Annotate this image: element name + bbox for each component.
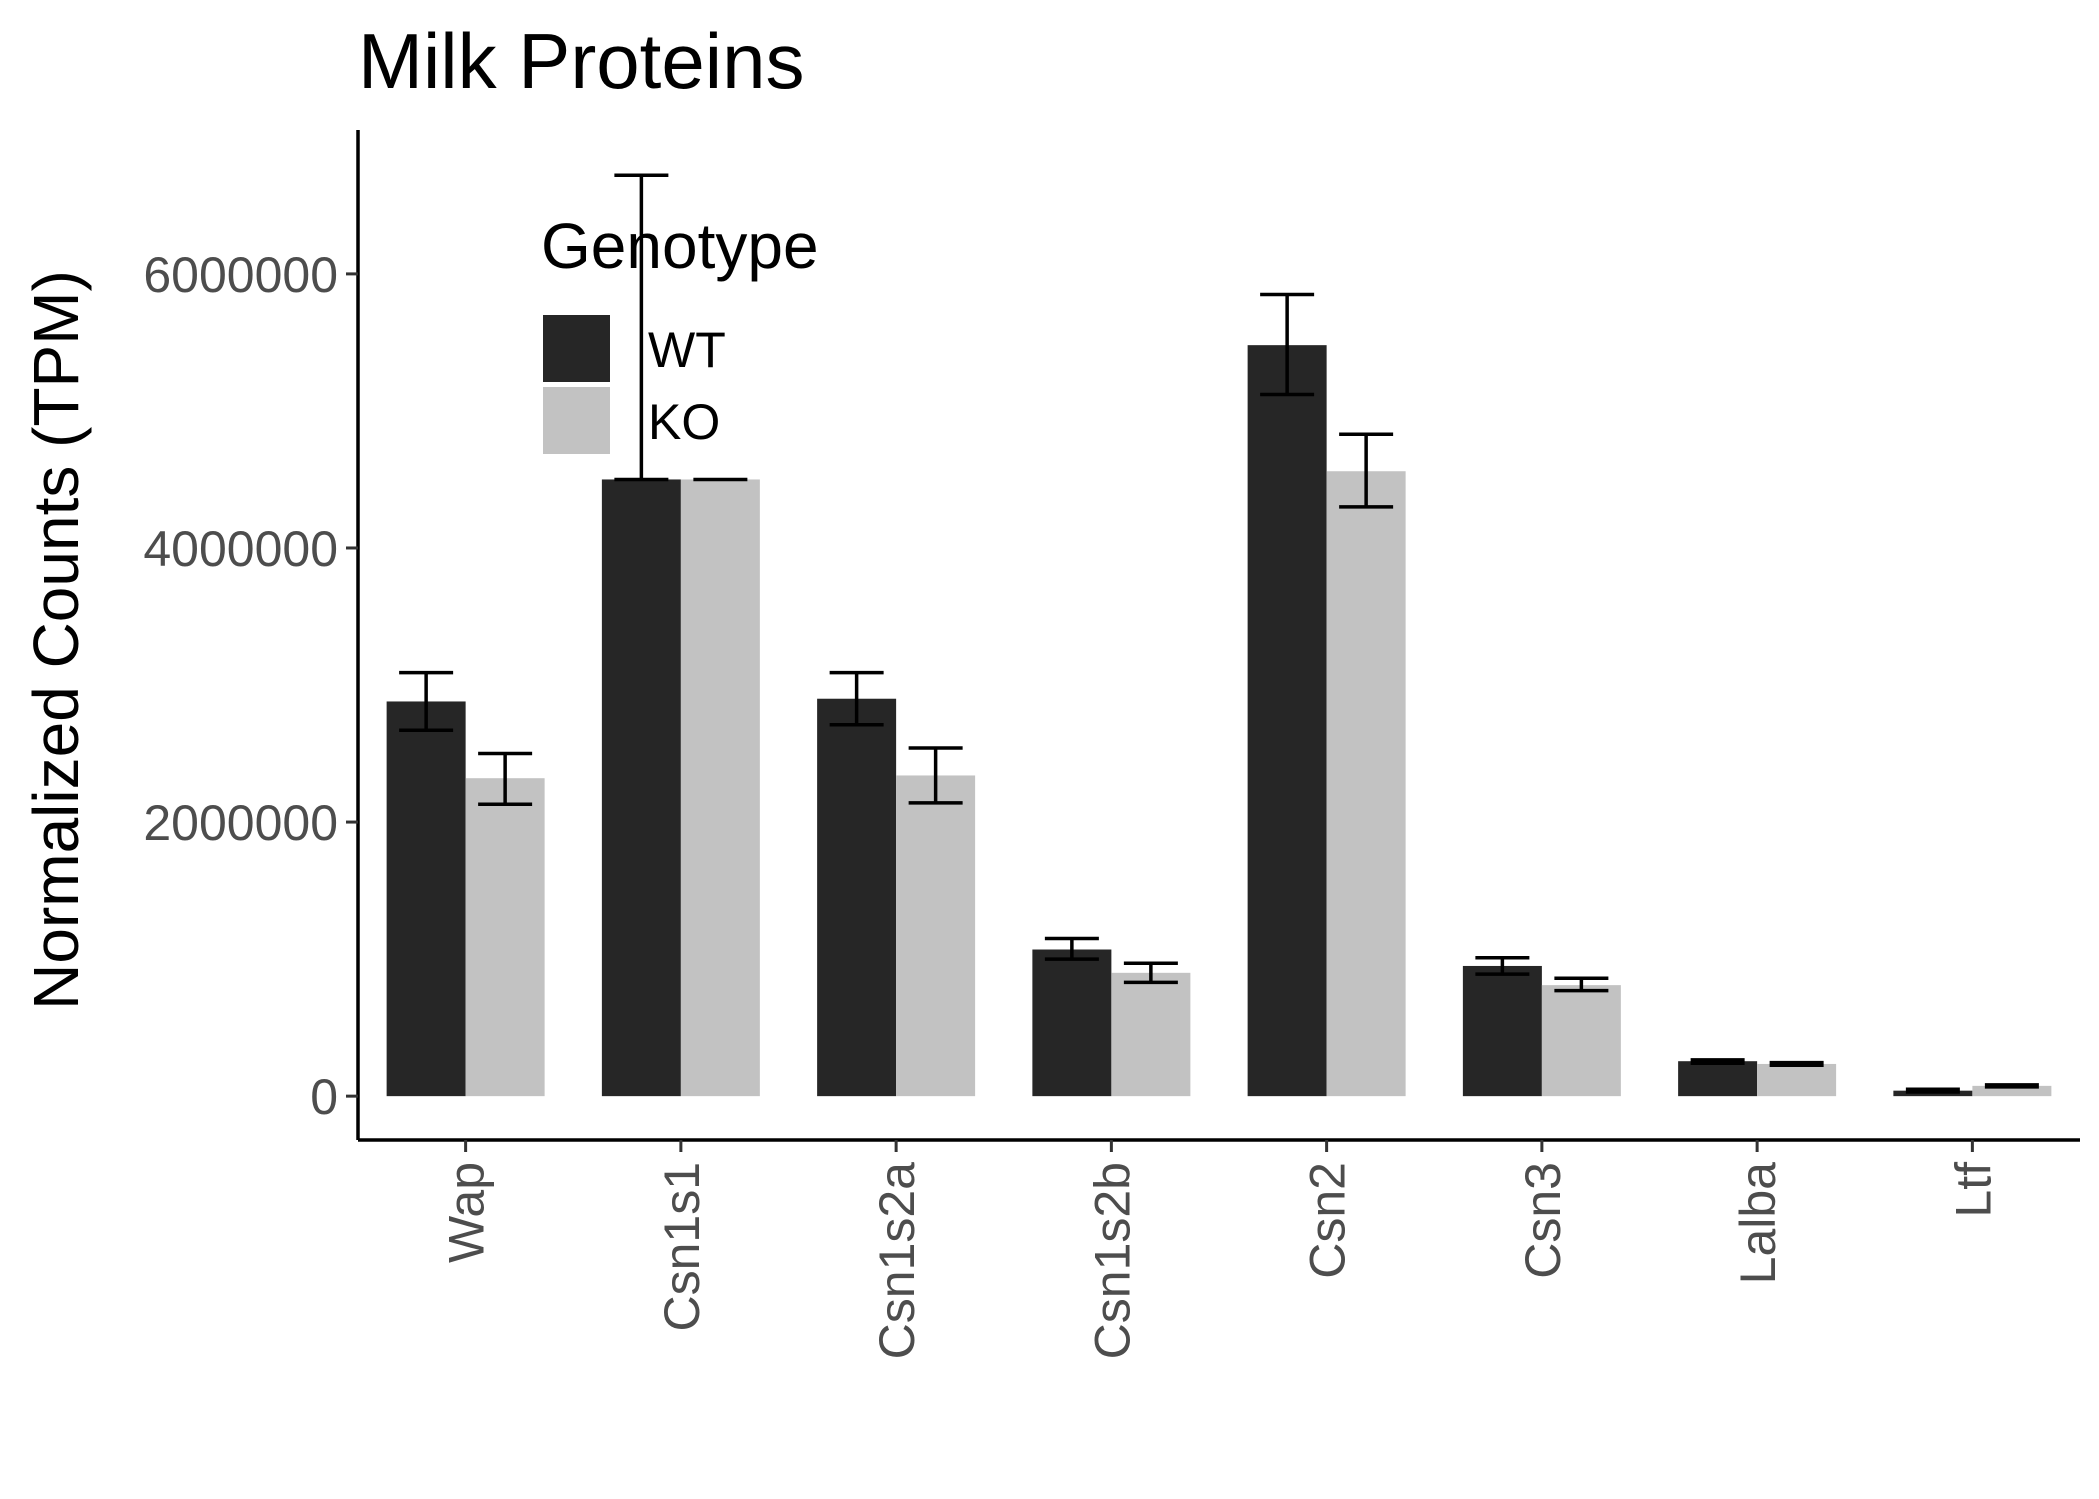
bar-ko-wap (465, 778, 545, 1097)
error-bar-wt-wap (399, 670, 454, 732)
bar-wt-csn1s2b (1032, 949, 1112, 1097)
error-bar-ko-ltf (1984, 1083, 2039, 1089)
error-bar-wt-csn1s1 (614, 173, 669, 482)
legend: Genotype WT KO (541, 210, 819, 454)
error-bar-wt-ltf (1905, 1087, 1960, 1094)
x-tick-label-csn2: Csn2 (1300, 1162, 1356, 1279)
error-bar-wt-csn2 (1260, 292, 1315, 397)
error-bar-ko-csn1s2a (908, 746, 963, 805)
chart-title: Milk Proteins (358, 17, 804, 105)
x-tick-label-csn1s1: Csn1s1 (654, 1162, 710, 1332)
bar-ko-csn1s2a (896, 775, 976, 1097)
error-bar-wt-lalba (1690, 1058, 1745, 1066)
x-tick-label-ltf: Ltf (1945, 1162, 2001, 1218)
y-tick-label: 4000000 (143, 521, 338, 577)
x-tick-label-wap: Wap (439, 1162, 495, 1263)
bar-ko-csn1s2b (1111, 972, 1191, 1097)
bar-ko-ltf (1972, 1085, 2052, 1097)
error-bar-wt-csn1s2a (829, 670, 884, 727)
legend-title: Genotype (541, 210, 819, 282)
x-tick-label-csn3: Csn3 (1515, 1162, 1571, 1279)
bar-ko-csn2 (1326, 471, 1406, 1097)
error-bar-wt-csn3 (1475, 955, 1530, 976)
bar-wt-csn1s1 (601, 479, 681, 1097)
error-bar-ko-lalba (1769, 1060, 1824, 1068)
y-tick-label: 6000000 (143, 247, 338, 303)
error-bar-ko-wap (478, 751, 533, 806)
bar-ko-lalba (1757, 1063, 1837, 1097)
bar-wt-wap (386, 701, 466, 1097)
y-tick-label: 0 (310, 1069, 338, 1125)
bar-wt-csn1s2a (817, 698, 897, 1097)
error-bar-wt-csn1s2b (1044, 936, 1099, 961)
bar-wt-lalba (1678, 1061, 1758, 1097)
legend-key-wt (543, 315, 610, 382)
y-tick-label: 2000000 (143, 795, 338, 851)
bar-wt-csn3 (1462, 965, 1542, 1097)
bar-ko-csn1s1 (680, 479, 760, 1097)
bar-ko-csn3 (1541, 985, 1621, 1097)
legend-label-wt: WT (648, 322, 726, 378)
error-bar-ko-csn3 (1554, 976, 1609, 993)
x-tick-label-lalba: Lalba (1730, 1162, 1786, 1285)
error-bar-ko-csn2 (1339, 432, 1394, 509)
x-tick-label-csn1s2a: Csn1s2a (869, 1162, 925, 1360)
x-tick-label-csn1s2b: Csn1s2b (1084, 1162, 1140, 1359)
legend-key-ko (543, 387, 610, 454)
bar-wt-csn2 (1247, 345, 1327, 1097)
error-bar-ko-csn1s2b (1123, 961, 1178, 985)
plot-area: 0 2000000 4000000 6000000 Wap Csn1s1 Csn1s2a Cs… (143, 130, 2080, 1359)
y-axis-label: Normalized Counts (TPM) (20, 270, 92, 1010)
legend-label-ko: KO (648, 394, 720, 450)
